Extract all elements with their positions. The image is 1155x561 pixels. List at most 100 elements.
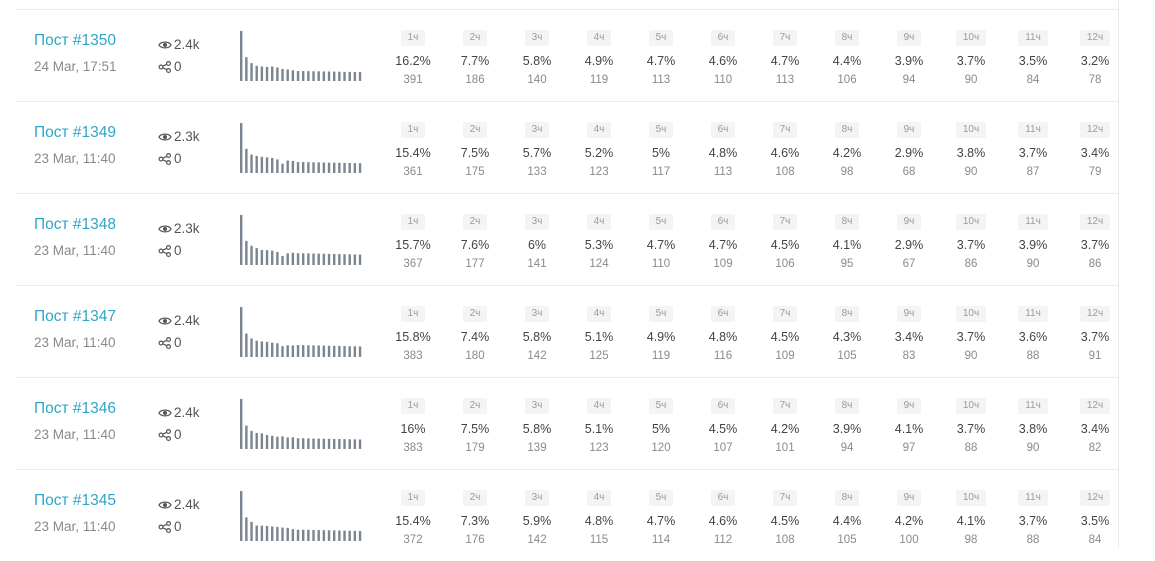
- sparkline-bar: [260, 341, 264, 357]
- sparkline-bar: [296, 438, 300, 449]
- hour-views: 123: [589, 166, 609, 178]
- hour-label: 11ч: [1018, 122, 1048, 138]
- hourly-breakdown: 1ч 16% 383 2ч 7.5% 179 3ч 5.8% 139 4ч 5.1% 123 5ч 5% 1…: [382, 395, 1118, 457]
- sparkline-bar: [286, 69, 289, 81]
- sparkline-bar: [338, 71, 341, 81]
- shares-stat: 0: [158, 59, 182, 74]
- hour-label: 1ч: [400, 30, 426, 46]
- hour-percent: 4.4%: [832, 54, 862, 68]
- hour-percent: 4.7%: [708, 238, 738, 252]
- sparkline-bar: [317, 438, 320, 449]
- sparkline-bar: [358, 163, 362, 173]
- views-stat: 2.3k: [158, 129, 200, 144]
- hour-views: 139: [527, 442, 547, 454]
- hour-percent: 3.5%: [1080, 514, 1110, 528]
- hour-percent: 4.7%: [646, 514, 676, 528]
- hour-cell: 8ч 4.4% 106: [816, 27, 878, 87]
- hour-cell: 6ч 4.7% 109: [692, 211, 754, 271]
- sparkline-bar: [255, 340, 258, 357]
- hour-cell: 6ч 4.8% 116: [692, 303, 754, 363]
- hour-views: 177: [465, 258, 485, 270]
- sparkline-bar: [240, 491, 243, 541]
- sparkline-bar: [296, 345, 300, 357]
- hour-views: 110: [713, 74, 733, 86]
- hour-label: 8ч: [834, 490, 860, 506]
- hour-percent: 3.7%: [1080, 238, 1110, 252]
- hour-cell: 5ч 4.7% 113: [630, 27, 692, 87]
- post-row: Пост #1345 23 Mar, 11:40 2.4k 0 1ч 15.4% 3…: [16, 469, 1118, 561]
- sparkline-bar: [250, 338, 253, 357]
- hour-label: 12ч: [1079, 306, 1111, 322]
- hour-percent: 4.2%: [894, 514, 924, 528]
- hour-cell: 5ч 4.9% 119: [630, 303, 692, 363]
- hour-percent: 7.5%: [460, 422, 490, 436]
- hour-percent: 5.9%: [522, 514, 552, 528]
- post-title-link[interactable]: Пост #1349: [34, 124, 117, 141]
- hour-cell: 6ч 4.6% 110: [692, 27, 754, 87]
- hour-label: 9ч: [896, 398, 922, 414]
- sparkline-bar: [240, 215, 243, 265]
- sparkline-bar: [250, 245, 253, 265]
- post-title-link[interactable]: Пост #1350: [34, 32, 117, 49]
- hour-cell: 12ч 3.7% 86: [1064, 211, 1118, 271]
- views-count: 2.3k: [174, 129, 200, 144]
- hour-percent: 7.7%: [460, 54, 490, 68]
- hour-cell: 6ч 4.8% 113: [692, 119, 754, 179]
- sparkline-bar: [343, 530, 346, 541]
- hour-cell: 11ч 3.5% 84: [1002, 27, 1064, 87]
- hour-cell: 3ч 5.9% 142: [506, 487, 568, 547]
- post-title-link[interactable]: Пост #1347: [34, 308, 117, 325]
- sparkline-bar: [265, 250, 269, 265]
- hour-percent: 3.7%: [956, 238, 986, 252]
- hour-percent: 5.8%: [522, 54, 552, 68]
- hour-views: 98: [964, 534, 978, 546]
- sparkline-bar: [343, 71, 346, 81]
- hour-label: 10ч: [955, 122, 987, 138]
- hour-cell: 3ч 5.8% 139: [506, 395, 568, 455]
- hour-percent: 7.6%: [460, 238, 490, 252]
- hour-cell: 2ч 7.5% 175: [444, 119, 506, 179]
- hour-views: 108: [775, 534, 795, 546]
- share-icon: [158, 152, 172, 165]
- sparkline-bar: [276, 67, 279, 81]
- sparkline-bar: [265, 157, 269, 173]
- sparkline-bar: [333, 345, 336, 357]
- sparkline-bar: [353, 254, 357, 265]
- sparkline-bar: [327, 345, 331, 357]
- hour-views: 98: [840, 166, 854, 178]
- post-row: Пост #1349 23 Mar, 11:40 2.3k 0 1ч 15.4% 3…: [16, 101, 1118, 193]
- hour-percent: 5.1%: [584, 330, 614, 344]
- sparkline-bar: [343, 439, 346, 449]
- hour-percent: 4.7%: [646, 238, 676, 252]
- hour-label: 9ч: [896, 30, 922, 46]
- sparkline-bar: [327, 438, 331, 449]
- views-sparkline: [240, 123, 362, 173]
- post-date: 23 Mar, 11:40: [34, 427, 116, 442]
- hour-percent: 4.8%: [584, 514, 614, 528]
- hour-percent: 4.8%: [708, 146, 738, 160]
- views-stat: 2.4k: [158, 313, 200, 328]
- hour-label: 10ч: [955, 398, 987, 414]
- hour-cell: 4ч 5.1% 123: [568, 395, 630, 455]
- hour-percent: 3.7%: [1080, 330, 1110, 344]
- views-count: 2.4k: [174, 405, 200, 420]
- sparkline-bar: [296, 529, 300, 541]
- sparkline-bar: [250, 430, 253, 449]
- views-stat: 2.4k: [158, 405, 200, 420]
- hour-cell: 1ч 16.2% 391: [382, 27, 444, 87]
- share-icon: [158, 520, 172, 533]
- hour-views: 186: [465, 74, 485, 86]
- sparkline-bar: [271, 526, 274, 541]
- hour-label: 7ч: [772, 122, 798, 138]
- hour-views: 120: [651, 442, 671, 454]
- post-title-link[interactable]: Пост #1346: [34, 400, 117, 417]
- post-title-link[interactable]: Пост #1348: [34, 216, 117, 233]
- sparkline-bar: [317, 345, 320, 357]
- sparkline-bar: [343, 162, 346, 173]
- hour-label: 12ч: [1079, 122, 1111, 138]
- post-title-link[interactable]: Пост #1345: [34, 492, 117, 509]
- post-date: 24 Mar, 17:51: [34, 59, 117, 74]
- sparkline-bar: [358, 530, 362, 541]
- hour-cell: 9ч 2.9% 68: [878, 119, 940, 179]
- shares-stat: 0: [158, 151, 182, 166]
